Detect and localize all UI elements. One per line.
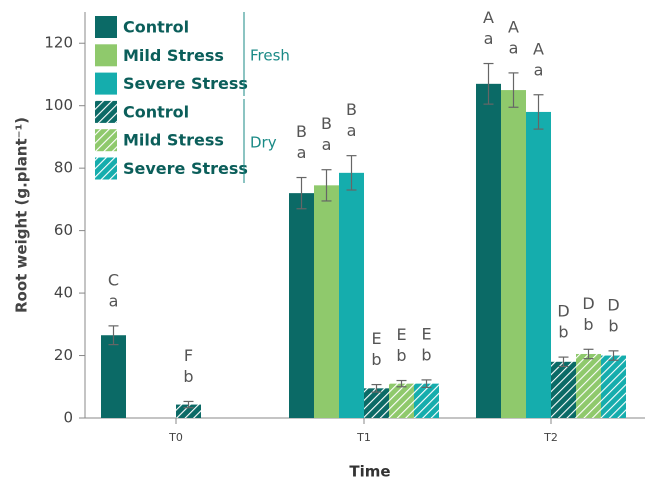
letter-upper: E — [421, 324, 431, 343]
y-tick-label: 40 — [54, 284, 73, 302]
x-axis-label: Time — [349, 463, 390, 479]
legend-label: Control — [123, 18, 189, 37]
letter-upper: D — [582, 294, 594, 313]
legend-label: Mild Stress — [123, 131, 224, 150]
letter-upper: A — [533, 39, 544, 58]
bar — [576, 353, 601, 418]
letter-lower: b — [371, 350, 381, 369]
x-tick-label: T0 — [168, 431, 183, 444]
bar — [314, 185, 339, 418]
letter-lower: b — [608, 316, 618, 335]
letter-lower: a — [322, 135, 332, 154]
letter-upper: E — [371, 329, 381, 348]
letter-lower: b — [558, 323, 568, 342]
legend-swatch — [95, 44, 117, 67]
letter-lower: a — [109, 291, 119, 310]
letter-lower: a — [347, 121, 357, 140]
letter-lower: b — [421, 345, 431, 364]
letter-upper: A — [483, 8, 494, 27]
legend-swatch — [95, 157, 117, 180]
x-tick-label: T2 — [543, 431, 558, 444]
legend-label: Severe Stress — [123, 74, 248, 93]
y-tick-label: 0 — [63, 409, 73, 427]
y-axis-label: Root weight (g.plant⁻¹) — [13, 117, 31, 313]
letter-upper: D — [557, 302, 569, 321]
letter-lower: a — [297, 143, 307, 162]
letter-upper: B — [296, 122, 307, 141]
letter-upper: B — [321, 114, 332, 133]
bar — [414, 383, 439, 418]
letter-lower: b — [396, 346, 406, 365]
y-tick-label: 20 — [54, 346, 73, 364]
bar — [101, 335, 126, 418]
bar — [176, 404, 201, 418]
letter-upper: F — [184, 346, 193, 365]
x-tick-label: T1 — [356, 431, 371, 444]
letter-lower: b — [583, 315, 593, 334]
y-tick-label: 80 — [54, 159, 73, 177]
letter-upper: E — [396, 325, 406, 344]
letter-upper: B — [346, 100, 357, 119]
bar — [339, 172, 364, 418]
legend-group-label: Fresh — [250, 47, 290, 65]
legend-swatch — [95, 129, 117, 152]
legend-swatch — [95, 72, 117, 95]
legend-group-label: Dry — [250, 134, 277, 152]
letter-lower: b — [183, 367, 193, 386]
y-tick-label: 120 — [44, 34, 73, 52]
bar — [476, 83, 501, 418]
legend-swatch — [95, 100, 117, 123]
bar — [389, 383, 414, 418]
letter-upper: C — [108, 270, 119, 289]
bar — [289, 193, 314, 418]
letter-lower: a — [484, 29, 494, 48]
bar — [601, 355, 626, 418]
legend-label: Severe Stress — [123, 159, 248, 178]
letter-lower: a — [509, 38, 519, 57]
bar — [526, 111, 551, 418]
letter-upper: A — [508, 17, 519, 36]
y-tick-label: 60 — [54, 221, 73, 239]
letter-lower: a — [534, 60, 544, 79]
bar — [501, 90, 526, 419]
bar — [551, 361, 576, 418]
y-tick-label: 100 — [44, 96, 73, 114]
letter-upper: D — [607, 295, 619, 314]
legend-swatch — [95, 16, 117, 38]
bar — [364, 388, 389, 418]
legend-label: Control — [123, 102, 189, 121]
legend-label: Mild Stress — [123, 46, 224, 65]
